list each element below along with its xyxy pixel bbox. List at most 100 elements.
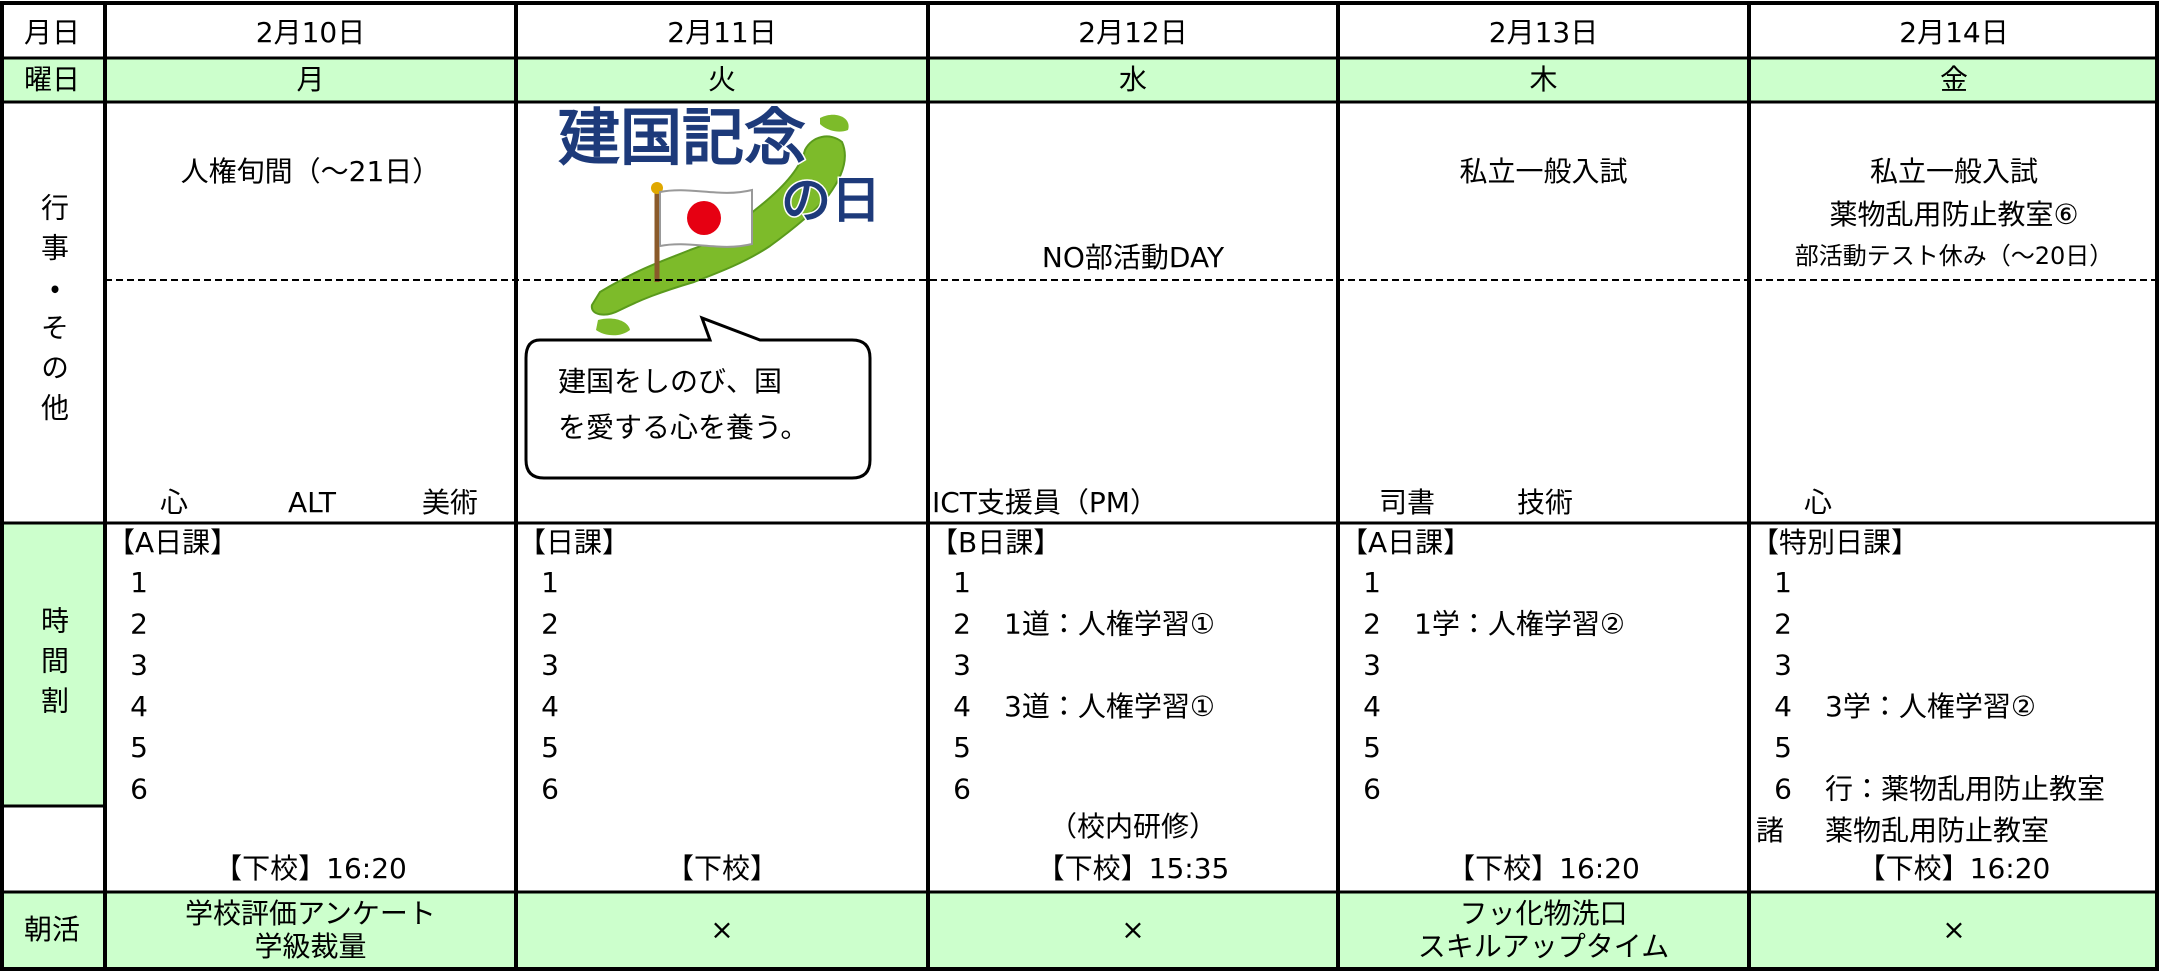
weekday: 木 xyxy=(1529,63,1557,96)
morning-row-fill xyxy=(0,892,2159,971)
period-text: 3道：人権学習① xyxy=(1004,690,1215,723)
date: 2月11日 xyxy=(667,16,776,49)
japan-island xyxy=(820,114,849,132)
schedule-label: 時間割 xyxy=(37,606,70,726)
national-foundation-illustration xyxy=(524,114,872,480)
event: 私立一般入試 xyxy=(1459,155,1627,188)
period-number: 1 xyxy=(953,566,971,599)
morning-activity: 学校評価アンケート xyxy=(185,897,436,930)
weekday: 火 xyxy=(708,63,736,96)
period-number: 5 xyxy=(953,731,971,764)
date: 2月12日 xyxy=(1078,16,1187,49)
period-number: 5 xyxy=(1774,731,1792,764)
period-number: 3 xyxy=(953,649,971,682)
weekday: 水 xyxy=(1119,63,1147,96)
period-number: 1 xyxy=(541,566,559,599)
date: 2月10日 xyxy=(256,16,365,49)
illustration-title: 建国記念 xyxy=(558,101,806,174)
period-number: 3 xyxy=(1774,649,1792,682)
period-number: 6 xyxy=(541,773,559,806)
period-text: 3学：人権学習② xyxy=(1825,690,2036,723)
period-number: 3 xyxy=(541,649,559,682)
period-number: 2 xyxy=(1363,607,1381,640)
weekday: 金 xyxy=(1940,63,1968,96)
period-number: 2 xyxy=(541,607,559,640)
period-number: 1 xyxy=(1774,566,1792,599)
period-text: 1道：人権学習① xyxy=(1004,607,1215,640)
morning-activity: × xyxy=(1942,913,1965,946)
period-number: 5 xyxy=(541,731,559,764)
morning-activity: スキルアップタイム xyxy=(1418,930,1669,963)
period-number: 4 xyxy=(130,690,148,723)
dismissal: 【下校】 xyxy=(666,852,778,885)
period-number: 6 xyxy=(1774,773,1792,806)
period-number: 4 xyxy=(1363,690,1381,723)
staff: 心 xyxy=(160,486,188,519)
period-number: 2 xyxy=(953,607,971,640)
event: 私立一般入試 xyxy=(1870,155,2038,188)
weekday: 月 xyxy=(296,63,324,96)
dismissal: 【下校】16:20 xyxy=(1858,852,2051,885)
staff: 技術 xyxy=(1517,486,1573,519)
period-number: 3 xyxy=(130,649,148,682)
period-number: 2 xyxy=(130,607,148,640)
event: NO部活動DAY xyxy=(1042,241,1225,274)
period-number: 1 xyxy=(1363,566,1381,599)
date: 2月13日 xyxy=(1489,16,1598,49)
staff: 美術 xyxy=(422,486,478,519)
dismissal: 【下校】16:20 xyxy=(214,852,407,885)
period-text: 行：薬物乱用防止教室 xyxy=(1825,773,2105,806)
period-number: 諸 xyxy=(1756,814,1784,847)
period-text: 1学：人権学習② xyxy=(1414,607,1625,640)
period-number: 6 xyxy=(130,773,148,806)
dismissal: 【下校】16:20 xyxy=(1447,852,1640,885)
schedule-note: （校内研修） xyxy=(1049,810,1217,843)
schedule-label-fill xyxy=(0,523,105,806)
japan-island xyxy=(596,318,630,336)
bubble-text: 建国をしのび、国 xyxy=(558,365,782,398)
period-number: 6 xyxy=(1363,773,1381,806)
morning-activity: × xyxy=(710,913,733,946)
staff: ICT支援員（PM） xyxy=(932,486,1158,519)
bubble-text: を愛する心を養う。 xyxy=(558,411,808,444)
morning-activity: × xyxy=(1121,913,1144,946)
illustration-title: の日 xyxy=(781,172,881,230)
speech-bubble xyxy=(524,315,872,480)
period-number: 5 xyxy=(1363,731,1381,764)
morning-label: 朝活 xyxy=(24,913,80,946)
events-label: 行事・その他 xyxy=(37,193,70,433)
weekday-row-fill xyxy=(0,58,2159,102)
event: 薬物乱用防止教室⑥ xyxy=(1829,198,2078,231)
schedule-type: 【A日課】 xyxy=(107,526,238,559)
morning-activity: フッ化物洗口 xyxy=(1459,897,1627,930)
dismissal: 【下校】15:35 xyxy=(1037,852,1230,885)
period-number: 5 xyxy=(130,731,148,764)
date-label: 月日 xyxy=(24,16,80,49)
period-number: 2 xyxy=(1774,607,1792,640)
period-number: 4 xyxy=(541,690,559,723)
staff: ALT xyxy=(288,486,337,519)
staff: 心 xyxy=(1804,486,1832,519)
period-number: 4 xyxy=(953,690,971,723)
morning-activity: 学級裁量 xyxy=(254,930,366,963)
date: 2月14日 xyxy=(1899,16,2008,49)
schedule-type: 【日課】 xyxy=(518,526,630,559)
weekday-label: 曜日 xyxy=(24,63,80,96)
flag-sun xyxy=(687,201,721,235)
period-number: 1 xyxy=(130,566,148,599)
period-number: 6 xyxy=(953,773,971,806)
period-number: 3 xyxy=(1363,649,1381,682)
event: 部活動テスト休み（～20日） xyxy=(1795,242,2114,270)
period-text: 薬物乱用防止教室 xyxy=(1825,814,2049,847)
schedule-type: 【特別日課】 xyxy=(1751,526,1919,559)
cell-fills xyxy=(0,58,2159,971)
period-number: 4 xyxy=(1774,690,1792,723)
staff: 司書 xyxy=(1379,486,1435,519)
schedule-type: 【A日課】 xyxy=(1340,526,1471,559)
event: 人権旬間（～21日） xyxy=(181,155,441,188)
